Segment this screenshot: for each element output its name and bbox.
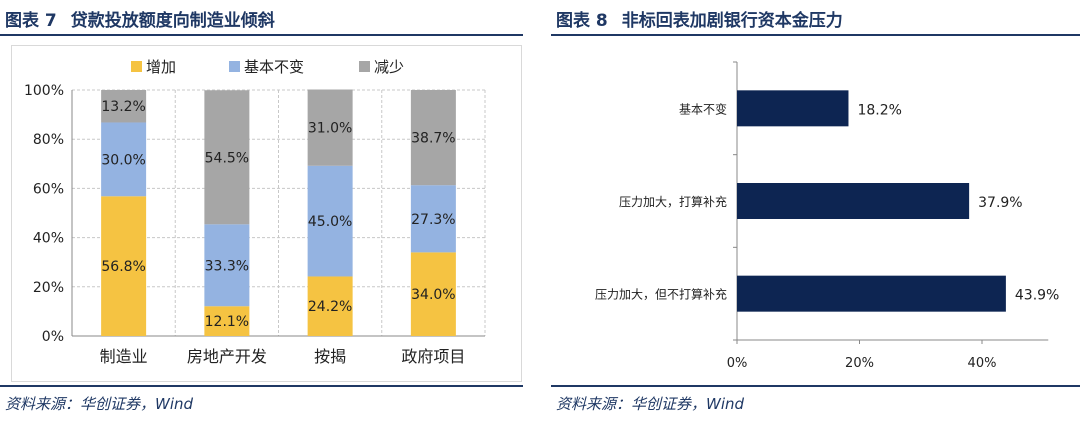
figure-number: 图表 8 bbox=[556, 11, 608, 31]
x-tick-label: 政府项目 bbox=[401, 347, 465, 366]
bar-segment bbox=[307, 165, 353, 277]
source-rule bbox=[0, 385, 523, 387]
category-label: 压力加大，但不打算补充 bbox=[595, 287, 727, 302]
chart-frame bbox=[11, 45, 522, 382]
legend-swatch bbox=[359, 61, 370, 72]
bar-segment bbox=[410, 90, 456, 186]
source-note: 资料来源：华创证券，Wind bbox=[556, 395, 745, 413]
legend-label: 增加 bbox=[146, 58, 176, 76]
data-label: 37.9% bbox=[978, 195, 1022, 211]
bar-segment bbox=[204, 224, 250, 307]
bar bbox=[737, 275, 1006, 312]
y-tick-label: 20% bbox=[33, 280, 64, 296]
figure-title: 图表 8 非标回表加剧银行资本金压力 bbox=[556, 6, 843, 31]
y-tick-label: 60% bbox=[33, 181, 64, 197]
x-tick-label: 房地产开发 bbox=[187, 347, 267, 366]
bar-segment bbox=[101, 122, 147, 197]
bar-segment bbox=[410, 185, 456, 253]
legend-swatch bbox=[229, 61, 240, 72]
figure-title-text: 非标回表加剧银行资本金压力 bbox=[621, 11, 843, 31]
bar-segment bbox=[410, 252, 456, 336]
data-label: 27.3% bbox=[411, 212, 455, 228]
data-label: 34.0% bbox=[411, 287, 455, 303]
title-rule bbox=[0, 34, 523, 36]
x-tick-label: 0% bbox=[727, 356, 748, 371]
legend-swatch bbox=[131, 61, 142, 72]
bar-segment bbox=[101, 90, 147, 123]
bar bbox=[737, 90, 849, 127]
data-label: 54.5% bbox=[205, 150, 249, 166]
bar-segment bbox=[307, 89, 353, 166]
figure-number: 图表 7 bbox=[5, 11, 57, 31]
source-rule bbox=[551, 385, 1080, 387]
x-tick-label: 制造业 bbox=[100, 347, 148, 366]
data-label: 31.0% bbox=[308, 121, 352, 137]
y-tick-label: 40% bbox=[33, 231, 64, 247]
legend-label: 减少 bbox=[374, 58, 404, 76]
figure-7: 图表 7 贷款投放额度向制造业倾斜 0% 20% 40% 60% 80% 100% 56.8%… bbox=[0, 0, 523, 424]
data-label: 33.3% bbox=[205, 258, 249, 274]
legend-label: 基本不变 bbox=[244, 58, 304, 76]
category-label: 压力加大，打算补充 bbox=[619, 194, 727, 209]
bar-segment bbox=[307, 276, 353, 336]
x-tick-label: 40% bbox=[968, 356, 997, 371]
data-label: 56.8% bbox=[101, 259, 145, 275]
data-label: 18.2% bbox=[857, 102, 901, 118]
data-label: 38.7% bbox=[411, 131, 455, 147]
horizontal-bar-chart: 0% 20% 40% 18.2% 基本不变 37.9% 压力加大，打算补充 43.9% 压力加大… bbox=[595, 61, 1059, 371]
data-label: 12.1% bbox=[205, 314, 249, 330]
y-tick-label: 80% bbox=[33, 132, 64, 148]
title-rule bbox=[551, 34, 1080, 36]
figure-8: 图表 8 非标回表加剧银行资本金压力 0% 20% 40% 18.2% 基本不变 37.9%… bbox=[551, 0, 1080, 424]
bar-segment bbox=[204, 306, 250, 336]
bar-segment bbox=[204, 90, 250, 225]
x-tick-label: 按揭 bbox=[314, 347, 346, 366]
bar bbox=[737, 183, 970, 219]
stacked-bar-chart: 0% 20% 40% 60% 80% 100% 56.8% 30.0% 13.2% 制造业 12.1… bbox=[24, 58, 486, 366]
figure-title: 图表 7 贷款投放额度向制造业倾斜 bbox=[5, 6, 275, 31]
figure-title-text: 贷款投放额度向制造业倾斜 bbox=[70, 11, 275, 31]
category-label: 基本不变 bbox=[679, 101, 727, 116]
data-label: 45.0% bbox=[308, 214, 352, 230]
y-tick-label: 100% bbox=[24, 83, 64, 99]
bar-segment bbox=[101, 196, 147, 336]
data-label: 43.9% bbox=[1015, 288, 1059, 304]
data-label: 24.2% bbox=[308, 299, 352, 315]
data-label: 13.2% bbox=[101, 99, 145, 115]
y-tick-label: 0% bbox=[42, 329, 64, 345]
data-label: 30.0% bbox=[101, 152, 145, 168]
source-note: 资料来源：华创证券，Wind bbox=[5, 395, 194, 413]
x-tick-label: 20% bbox=[845, 356, 874, 371]
